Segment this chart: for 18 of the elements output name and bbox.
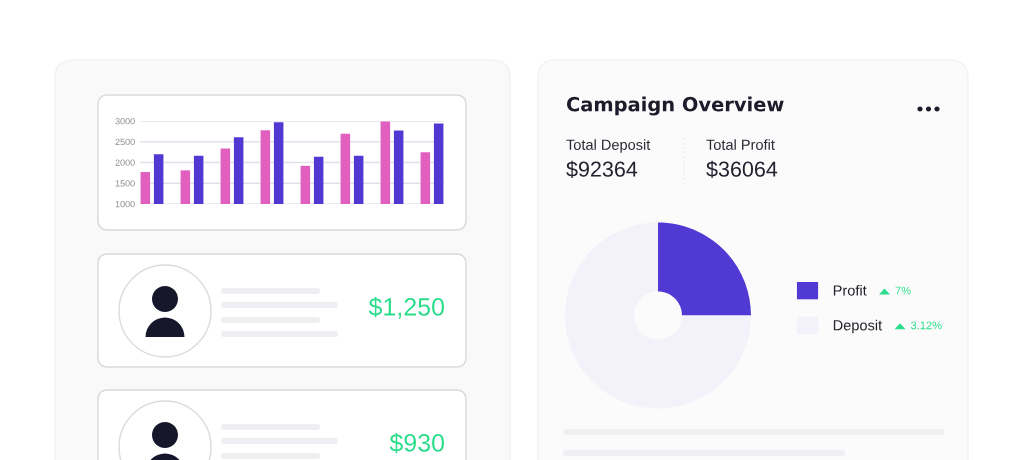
text: Total Profit [706,139,775,150]
text: $930 [389,432,445,454]
text: $92364 [566,160,638,179]
legend-label: Profit [833,284,867,296]
y-tick-label: 3000 [115,117,135,125]
text: 7% [895,286,911,295]
text: $1,250 [368,296,445,319]
y-tick-label: 2000 [115,159,135,166]
donut-slice [565,222,751,409]
y-tick-label: 2500 [115,138,135,146]
text: 3.12% [910,321,942,330]
text: $36064 [706,160,778,179]
text: Total Deposit [566,139,651,153]
y-tick-label: 1500 [115,180,135,187]
y-tick-label: 1000 [115,200,135,208]
legend-label: Deposit [833,319,883,334]
chart-title: Campaign Overview [566,96,784,116]
donut-slice [658,222,751,316]
